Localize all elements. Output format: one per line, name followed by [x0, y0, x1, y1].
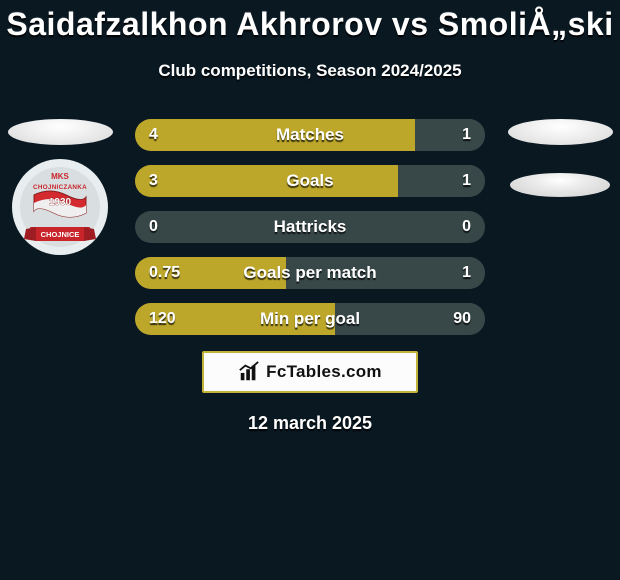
season-subtitle: Club competitions, Season 2024/2025 — [0, 61, 620, 81]
player-right-column — [500, 119, 620, 197]
stat-label: Hattricks — [135, 211, 485, 243]
page-title: Saidafzalkhon Akhrorov vs SmoliÅ„ski — [0, 0, 620, 43]
stat-label: Goals — [135, 165, 485, 197]
stat-row: 12090Min per goal — [135, 303, 485, 335]
brand-text: FcTables.com — [266, 362, 382, 382]
badge-bottom-text: CHOJNICE — [41, 230, 80, 239]
badge-top-text: MKS — [51, 172, 69, 181]
club-badge-left: MKS CHOJNICZANKA 1930 CHOJNICE — [10, 157, 110, 257]
player-left-column: MKS CHOJNICZANKA 1930 CHOJNICE — [0, 119, 120, 257]
stat-label: Goals per match — [135, 257, 485, 289]
comparison-arena: MKS CHOJNICZANKA 1930 CHOJNICE — [0, 119, 620, 335]
player-left-silhouette — [8, 119, 113, 145]
player-right-silhouette — [508, 119, 613, 145]
stat-rows-container: 41Matches 31Goals 00Hattricks 0.751Goals pe… — [135, 119, 485, 335]
brand-badge[interactable]: FcTables.com — [202, 351, 418, 393]
stat-row: 31Goals — [135, 165, 485, 197]
comparison-card: Saidafzalkhon Akhrorov vs SmoliÅ„ski Clu… — [0, 0, 620, 434]
club-badge-right-placeholder — [510, 173, 610, 197]
stat-label: Min per goal — [135, 303, 485, 335]
stat-row: 0.751Goals per match — [135, 257, 485, 289]
stat-label: Matches — [135, 119, 485, 151]
brand-chart-icon — [238, 361, 260, 383]
badge-bottom-banner: CHOJNICE — [24, 227, 96, 241]
date-line: 12 march 2025 — [0, 413, 620, 434]
badge-year: 1930 — [49, 197, 72, 208]
badge-mid-text: CHOJNICZANKA — [33, 184, 87, 191]
stat-row: 41Matches — [135, 119, 485, 151]
stat-row: 00Hattricks — [135, 211, 485, 243]
